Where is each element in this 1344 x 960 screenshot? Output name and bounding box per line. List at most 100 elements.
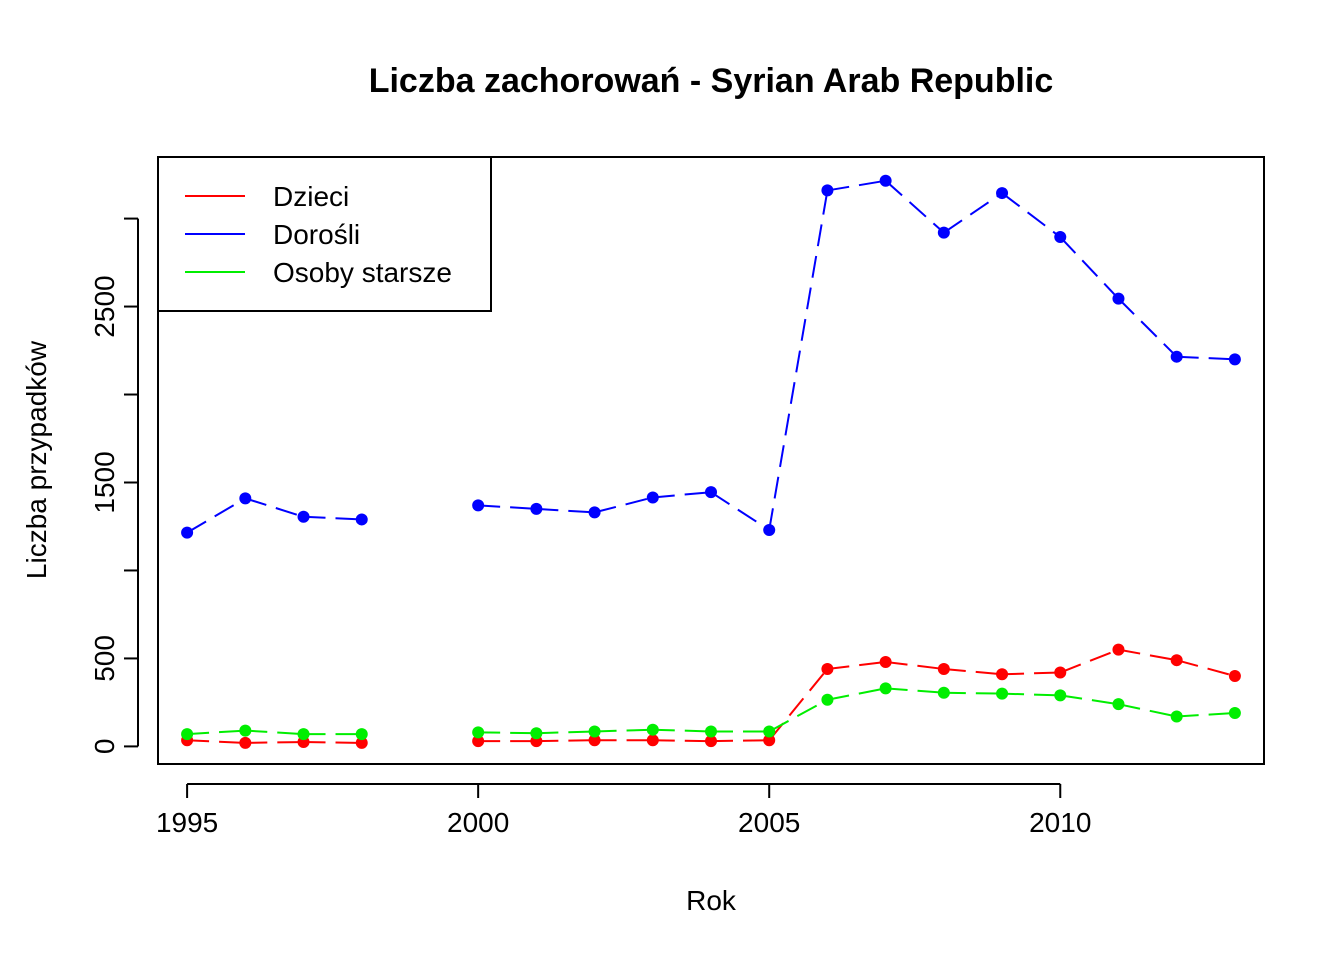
data-point (1170, 350, 1183, 363)
data-point (1228, 670, 1241, 683)
series-layer (181, 174, 1241, 749)
legend-label: Dzieci (273, 181, 349, 212)
data-point (937, 686, 950, 699)
data-point (821, 693, 834, 706)
data-point (1112, 292, 1125, 305)
data-point (821, 662, 834, 675)
x-tick-label: 2010 (1029, 807, 1091, 838)
data-point (472, 735, 485, 748)
x-axis-label: Rok (686, 885, 737, 916)
data-point (1228, 706, 1241, 719)
data-point (646, 734, 659, 747)
series-0 (181, 643, 1241, 749)
series-line-segment (245, 729, 304, 736)
data-point (239, 492, 252, 505)
data-point (879, 682, 892, 695)
series-line-segment (1060, 694, 1119, 706)
series-line-segment (885, 687, 944, 694)
series-line-segment (710, 739, 770, 743)
data-point (1228, 353, 1241, 366)
series-line-segment (245, 497, 304, 518)
series-line-segment (652, 491, 712, 499)
plot-area-frame (157, 156, 1265, 765)
y-axis-label: Liczba przypadków (21, 340, 52, 579)
x-axis: 1995 2000 2005 2010 (156, 783, 1091, 838)
series-line-segment (478, 504, 537, 510)
data-point (763, 523, 776, 536)
data-point (472, 499, 485, 512)
data-point (705, 735, 717, 748)
series-line-segment (1117, 297, 1178, 358)
data-point (355, 736, 368, 749)
data-point (239, 724, 252, 737)
series-line-segment (303, 515, 362, 521)
data-point (1112, 643, 1125, 656)
data-point (996, 687, 1009, 700)
series-line-segment (885, 660, 944, 670)
x-tick-label: 2000 (447, 807, 509, 838)
data-point (1170, 654, 1183, 667)
data-point (763, 725, 776, 738)
series-line-segment (1059, 236, 1120, 300)
y-tick-label: 2500 (89, 275, 120, 337)
data-point (588, 734, 601, 747)
data-point (355, 513, 368, 526)
series-line-segment (827, 179, 886, 192)
series-2 (181, 682, 1241, 741)
data-point (181, 728, 194, 741)
series-line-segment (1002, 671, 1061, 676)
series-line-segment (884, 180, 945, 234)
series-line-segment (478, 731, 537, 735)
data-point (239, 736, 252, 749)
data-point (937, 662, 950, 675)
series-line-segment (536, 730, 595, 735)
series-line-segment (1118, 703, 1177, 718)
series-line-segment (594, 496, 654, 514)
data-point (1054, 666, 1067, 679)
series-line-segment (1118, 648, 1177, 662)
series-line-segment (943, 192, 1003, 234)
y-tick-label: 500 (89, 635, 120, 682)
series-line-segment (652, 728, 712, 733)
series-line-segment (245, 741, 304, 744)
data-point (181, 526, 194, 539)
series-line-segment (1001, 192, 1061, 238)
series-line-segment (536, 507, 595, 514)
data-point (705, 725, 717, 738)
series-line-segment (943, 691, 1003, 695)
data-point (1170, 710, 1183, 723)
series-line-segment (768, 668, 829, 741)
data-point (937, 226, 950, 239)
data-point (996, 187, 1009, 200)
data-point (1054, 231, 1067, 244)
data-point (297, 510, 310, 523)
series-line-segment (827, 660, 886, 670)
series-line-segment (768, 698, 828, 733)
series-line-segment (303, 741, 362, 744)
data-point (763, 734, 776, 747)
series-line-segment (1176, 355, 1235, 361)
series-line-segment (943, 667, 1003, 676)
legend-label: Osoby starsze (273, 257, 452, 288)
data-point (530, 727, 543, 740)
series-line-segment (768, 190, 829, 531)
data-point (996, 668, 1009, 681)
data-point (1112, 698, 1125, 711)
legend: Dzieci Dorośli Osoby starsze (157, 156, 492, 312)
series-line-segment (1002, 692, 1061, 697)
data-point (1054, 689, 1067, 702)
series-line-segment (827, 687, 886, 701)
x-tick-label: 2005 (738, 807, 800, 838)
chart-title: Liczba zachorowań - Syrian Arab Republic (369, 62, 1054, 100)
y-tick-label: 1500 (89, 451, 120, 513)
data-point (530, 502, 543, 515)
series-line-segment (1176, 659, 1236, 677)
series-line-segment (1059, 648, 1119, 674)
series-line-segment (594, 728, 653, 733)
data-point (355, 728, 368, 741)
series-line-segment (536, 739, 595, 743)
series-line-segment (710, 491, 770, 531)
series-line-segment (186, 497, 246, 534)
legend-label: Dorośli (273, 219, 360, 250)
